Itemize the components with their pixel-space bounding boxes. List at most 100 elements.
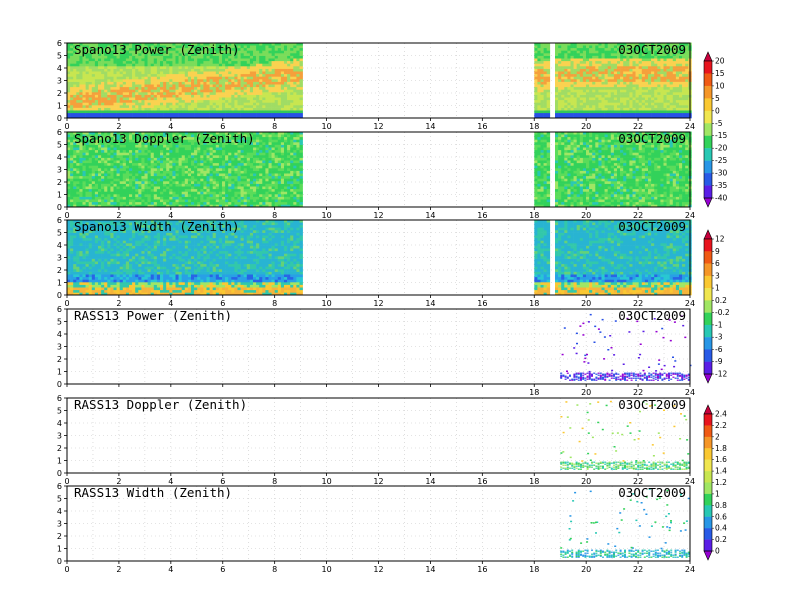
data-rass_doppler <box>560 400 690 470</box>
y-tick-label: 5 <box>57 52 62 61</box>
x-tick-label: 18 <box>529 299 539 308</box>
panel-title: RASS13 Power (Zenith) <box>74 308 232 323</box>
panel-date: 03OCT2009 <box>618 308 686 323</box>
x-tick-label: 6 <box>220 299 225 308</box>
x-tick-label: 4 <box>168 122 173 131</box>
colorbar-label: -5 <box>715 119 723 128</box>
y-tick-label: 6 <box>57 305 62 314</box>
y-tick-label: 0 <box>57 380 62 389</box>
y-tick-label: 0 <box>57 291 62 300</box>
x-tick-label: 0 <box>64 122 69 131</box>
x-tick-label: 10 <box>321 565 331 574</box>
x-tick-label: 18 <box>529 211 539 220</box>
x-tick-label: 20 <box>581 299 591 308</box>
colorbar-label: 0.8 <box>715 501 727 510</box>
grid <box>67 486 690 561</box>
colorbar-label: 12 <box>715 235 725 244</box>
x-tick-label: 24 <box>685 211 695 220</box>
colorbar-label: -35 <box>715 181 727 190</box>
panel-date: 03OCT2009 <box>618 397 686 412</box>
x-tick-label: 16 <box>477 299 487 308</box>
colorbar-label: 0.4 <box>715 524 727 533</box>
y-tick-label: 3 <box>57 343 62 352</box>
colorbar-label: -6 <box>715 345 723 354</box>
x-tick-label: 8 <box>272 477 277 486</box>
panel-title: Spano13 Width (Zenith) <box>74 219 240 234</box>
colorbar-label: 9 <box>715 247 720 256</box>
x-tick-label: 24 <box>685 122 695 131</box>
y-tick-label: 1 <box>57 545 62 554</box>
y-tick-label: 4 <box>57 507 62 516</box>
y-tick-label: 3 <box>57 432 62 441</box>
data-doppler <box>67 131 692 208</box>
colorbar-3: 2.4 2.2 2 1.8 1.6 1.4 1.2 1 0.8 0.6 0.4 0.2 0 <box>703 404 727 561</box>
x-tick-label: 18 <box>529 388 539 397</box>
y-tick-label: 4 <box>57 330 62 339</box>
panel-date: 03OCT2009 <box>618 42 686 57</box>
x-tick-label: 6 <box>220 122 225 131</box>
panel-date: 03OCT2009 <box>618 485 686 500</box>
panel-title: Spano13 Doppler (Zenith) <box>74 131 255 146</box>
x-tick-label: 14 <box>425 477 435 486</box>
x-tick-label: 8 <box>272 565 277 574</box>
colorbar-1: 20 15 10 5 0 -5 -15 -20 -25 -30 -35 -40 <box>703 51 727 208</box>
colorbar-label: -9 <box>715 357 723 366</box>
y-tick-label: 2 <box>57 89 62 98</box>
x-tick-label: 22 <box>633 299 643 308</box>
colorbar-2: 12 9 6 3 1 0.2 -0.2 -1 -3 -6 -9 -12 <box>703 229 730 384</box>
colorbar-label: 0 <box>715 547 720 556</box>
x-tick-label: 18 <box>529 477 539 486</box>
y-tick-label: 1 <box>57 191 62 200</box>
x-tick-label: 0 <box>64 477 69 486</box>
y-tick-label: 4 <box>57 241 62 250</box>
x-tick-label: 24 <box>685 477 695 486</box>
y-tick-label: 6 <box>57 216 62 225</box>
x-tick-label: 8 <box>272 299 277 308</box>
colorbar-label: 1 <box>715 284 720 293</box>
grid <box>67 309 690 384</box>
panel-title: Spano13 Power (Zenith) <box>74 42 240 57</box>
x-tick-label: 2 <box>116 211 121 220</box>
x-tick-label: 12 <box>373 299 383 308</box>
x-tick-label: 4 <box>168 477 173 486</box>
colorbar-label: 1 <box>715 489 720 498</box>
x-tick-label: 22 <box>633 565 643 574</box>
x-tick-label: 18 <box>529 122 539 131</box>
x-tick-label: 12 <box>373 565 383 574</box>
colorbar-label: 2.4 <box>715 410 727 419</box>
colorbar-label: -3 <box>715 333 723 342</box>
colorbar-label: 1.8 <box>715 444 727 453</box>
colorbar-label: -40 <box>715 194 727 203</box>
y-tick-label: 5 <box>57 229 62 238</box>
y-tick-label: 5 <box>57 318 62 327</box>
x-tick-label: 22 <box>633 477 643 486</box>
data-rass_width <box>560 488 690 558</box>
y-tick-label: 1 <box>57 279 62 288</box>
x-tick-label: 14 <box>425 299 435 308</box>
y-tick-label: 4 <box>57 153 62 162</box>
x-tick-label: 12 <box>373 211 383 220</box>
y-tick-label: 6 <box>57 394 62 403</box>
y-tick-label: 3 <box>57 77 62 86</box>
y-tick-label: 0 <box>57 557 62 566</box>
colorbar-label: 1.6 <box>715 455 727 464</box>
x-tick-label: 24 <box>685 299 695 308</box>
x-tick-label: 14 <box>425 211 435 220</box>
colorbar-label: 1.4 <box>715 467 727 476</box>
x-tick-label: 2 <box>116 299 121 308</box>
x-tick-label: 6 <box>220 211 225 220</box>
x-tick-label: 0 <box>64 299 69 308</box>
colorbar-label: -15 <box>715 131 727 140</box>
y-tick-label: 3 <box>57 254 62 263</box>
x-tick-label: 2 <box>116 122 121 131</box>
colorbar-label: 10 <box>715 81 725 90</box>
colorbar-label: 2 <box>715 432 720 441</box>
x-tick-label: 4 <box>168 565 173 574</box>
panel-date: 03OCT2009 <box>618 131 686 146</box>
x-tick-label: 14 <box>425 122 435 131</box>
